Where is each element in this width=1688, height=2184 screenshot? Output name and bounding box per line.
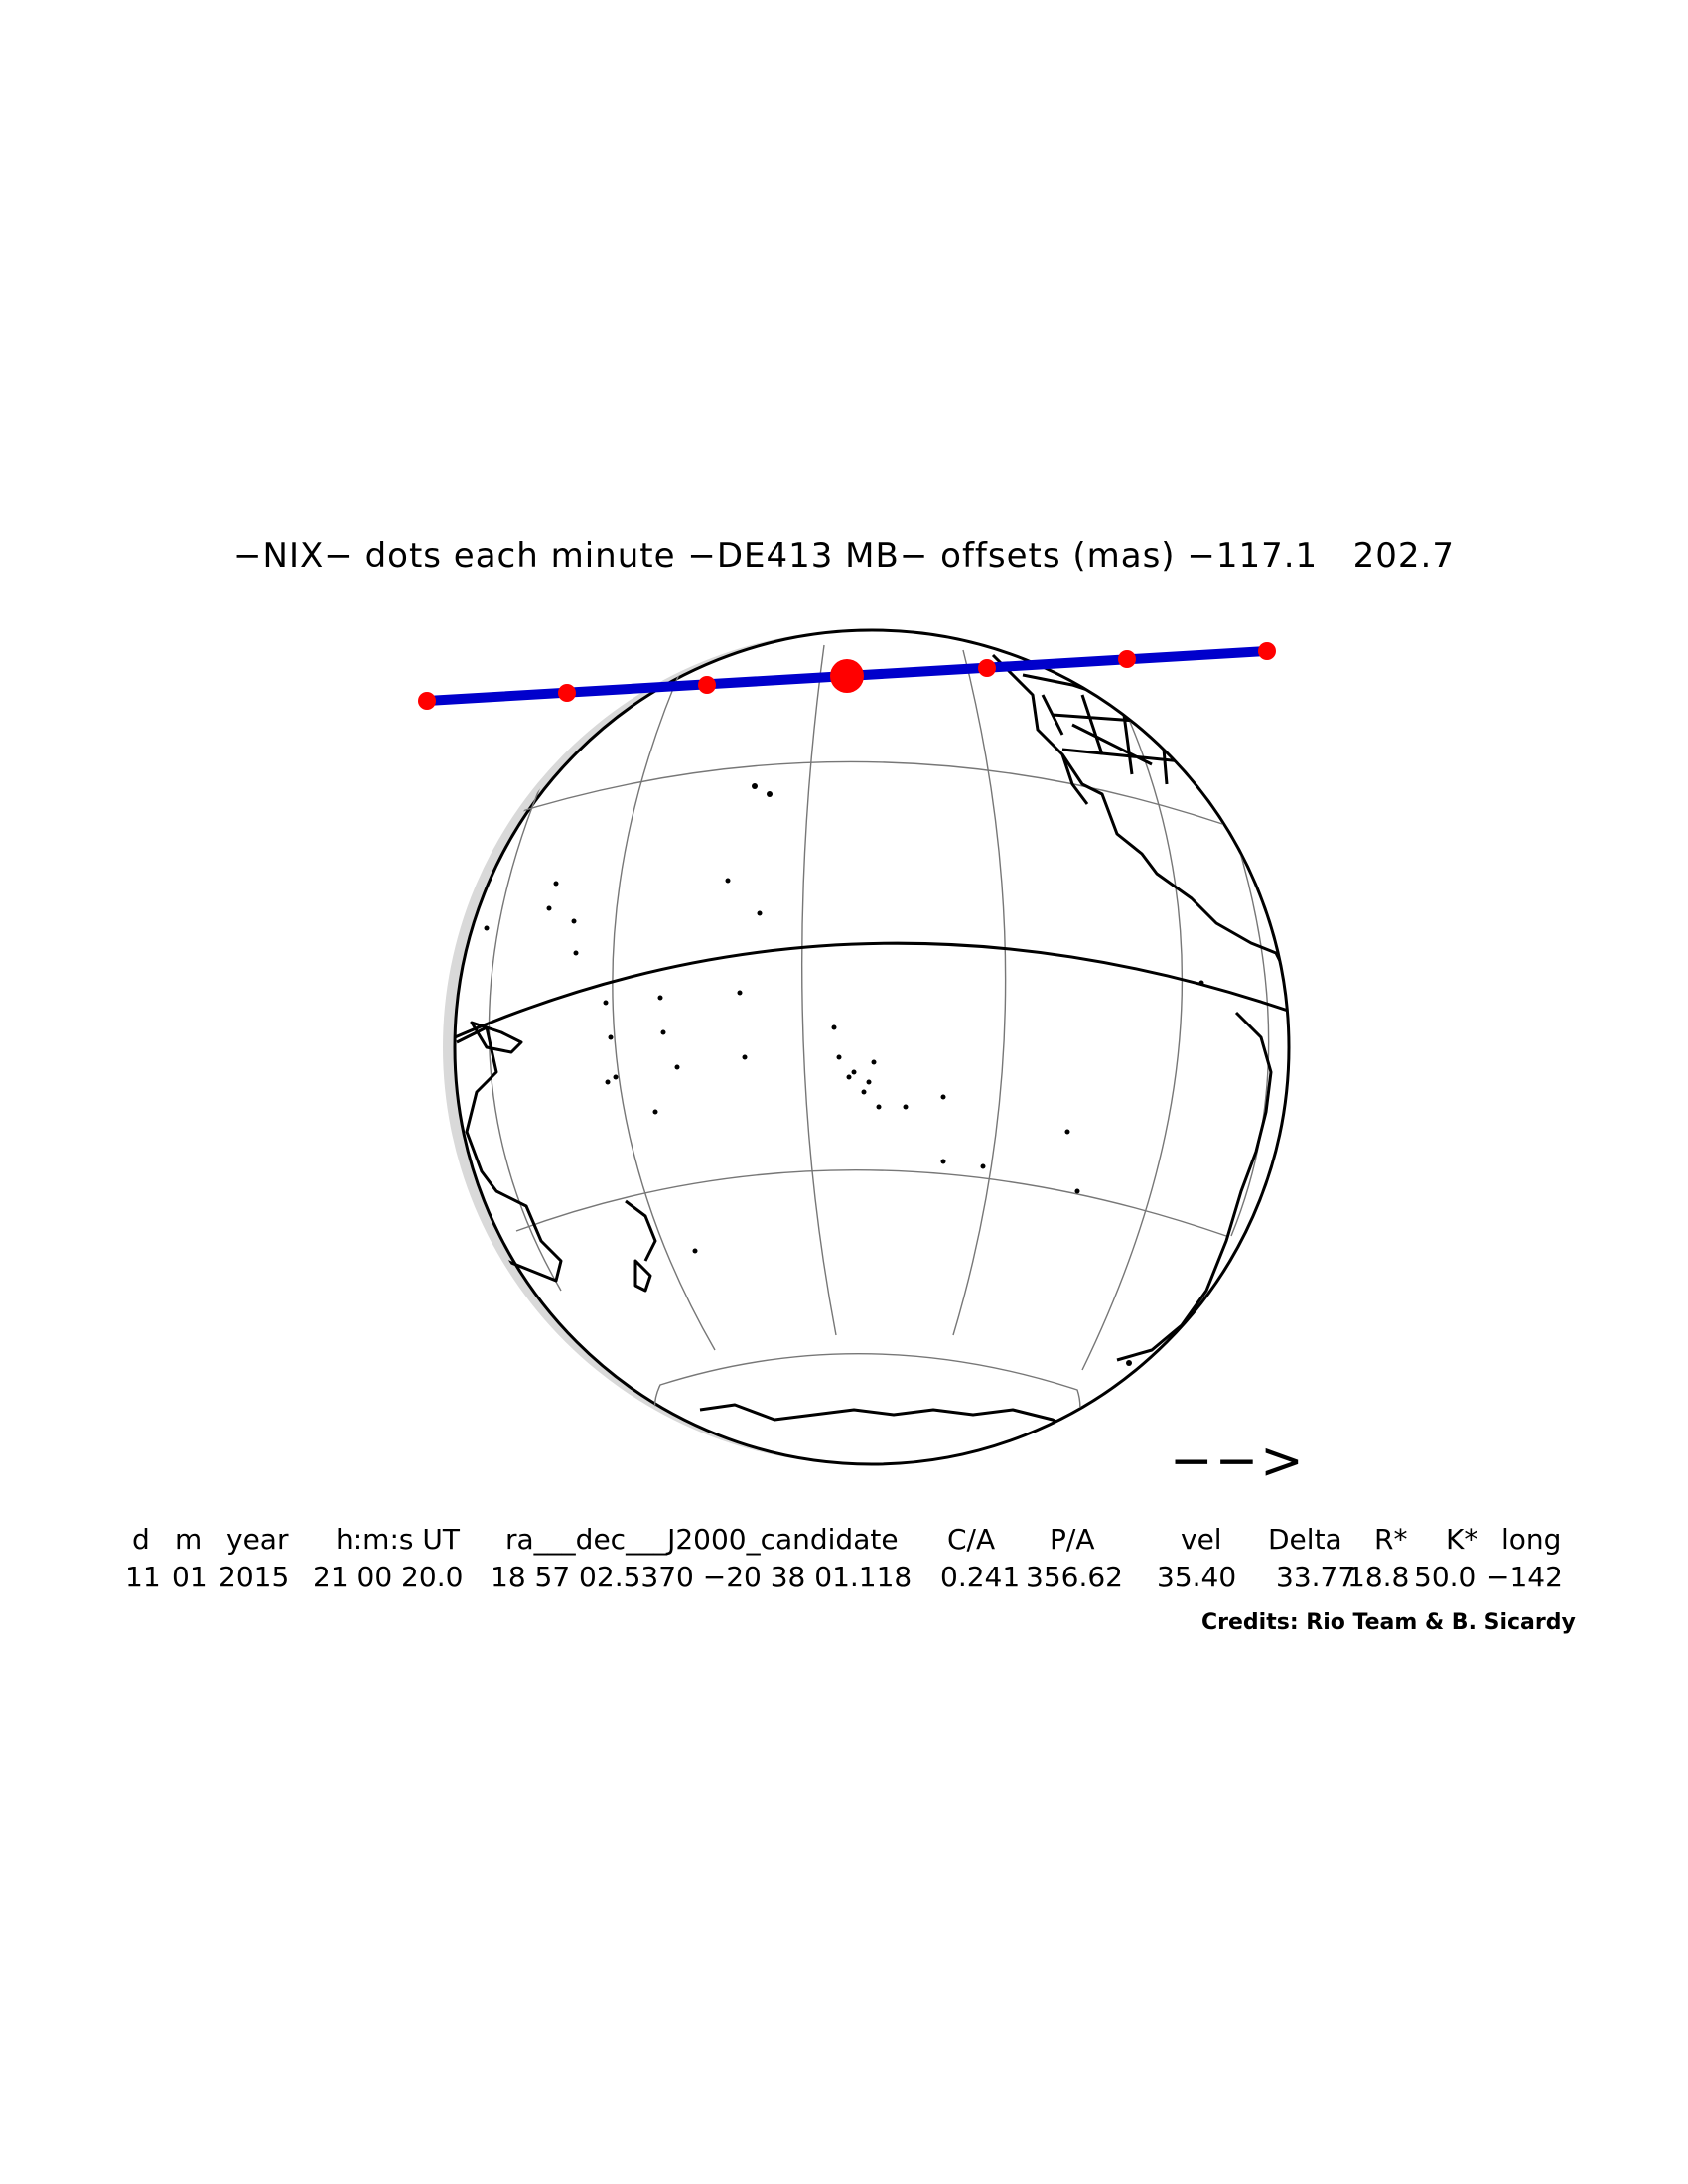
meridian-3 — [952, 649, 1007, 1336]
value-day: 11 — [125, 1561, 161, 1593]
value-vel: 35.40 — [1157, 1561, 1237, 1593]
parallel-north — [481, 760, 1252, 835]
minute-dot — [978, 659, 996, 677]
minute-dot — [1118, 650, 1136, 668]
island — [940, 1159, 946, 1164]
island — [613, 1074, 619, 1080]
pacific-islands — [484, 783, 1204, 1366]
value-long: −142 — [1486, 1561, 1563, 1593]
island — [484, 925, 490, 931]
island — [608, 1034, 614, 1040]
south-america-coast — [1116, 1011, 1288, 1362]
direction-arrow: −−> — [1170, 1432, 1306, 1491]
island — [1074, 1188, 1080, 1194]
value-ca: 0.241 — [940, 1561, 1021, 1593]
globe-disc — [453, 628, 1291, 1466]
value-k-star: 50.0 — [1414, 1561, 1477, 1593]
minute-dot — [1258, 642, 1276, 660]
island — [836, 1054, 842, 1060]
island — [657, 995, 663, 1001]
island — [980, 1163, 986, 1169]
island — [831, 1024, 837, 1030]
value-delta: 33.77 — [1276, 1561, 1356, 1593]
island — [660, 1029, 666, 1035]
island — [1064, 1129, 1070, 1135]
value-r-star: 18.8 — [1347, 1561, 1410, 1593]
island — [767, 791, 773, 797]
island — [846, 1074, 852, 1080]
minute-dot — [418, 692, 436, 710]
island — [871, 1059, 877, 1065]
globe — [443, 628, 1291, 1466]
chart-title: −NIX− dots each minute −DE413 MB− offset… — [233, 536, 1455, 576]
credits: Credits: Rio Team & B. Sicardy — [1201, 1610, 1576, 1635]
value-pa: 356.62 — [1026, 1561, 1123, 1593]
island — [861, 1089, 867, 1095]
header-time: h:m:s UT — [336, 1523, 460, 1556]
header-year: year — [226, 1523, 289, 1556]
graticule — [481, 644, 1270, 1464]
island — [757, 910, 763, 916]
island — [573, 950, 579, 956]
header-ca: C/A — [947, 1523, 996, 1556]
minute-dot — [698, 676, 716, 694]
header-day: d — [132, 1523, 150, 1556]
header-long: long — [1501, 1523, 1562, 1556]
island — [742, 1054, 748, 1060]
header-coordinates: ra___dec___J2000_candidate — [505, 1523, 899, 1556]
island — [571, 918, 577, 924]
meridian-2 — [800, 644, 837, 1336]
new-guinea — [470, 1021, 523, 1054]
baja-california — [1060, 753, 1089, 805]
island — [603, 1000, 609, 1006]
island — [692, 1248, 698, 1254]
header-month: m — [175, 1523, 203, 1556]
island — [1126, 1360, 1132, 1366]
value-year: 2015 — [218, 1561, 290, 1593]
minute-dot — [558, 684, 576, 702]
island — [940, 1094, 946, 1100]
header-k-star: K* — [1446, 1523, 1478, 1556]
north-america-coast — [991, 653, 1288, 984]
island — [866, 1079, 872, 1085]
island — [725, 878, 731, 884]
equator — [454, 941, 1288, 1039]
new-zealand-south — [633, 1259, 652, 1293]
island — [605, 1079, 611, 1085]
value-time: 21 00 20.0 — [313, 1561, 464, 1593]
new-zealand-north — [625, 1199, 657, 1262]
header-delta: Delta — [1268, 1523, 1342, 1556]
occultation-track-group — [418, 642, 1276, 710]
meridian-5 — [1220, 793, 1270, 1237]
meridian-4 — [1081, 714, 1184, 1371]
island — [851, 1069, 857, 1075]
value-coordinates: 18 57 02.5370 −20 38 01.118 — [491, 1561, 913, 1593]
island — [752, 783, 758, 789]
island — [674, 1064, 680, 1070]
island — [1198, 980, 1204, 986]
island — [652, 1109, 658, 1115]
value-month: 01 — [172, 1561, 208, 1593]
header-vel: vel — [1181, 1523, 1222, 1556]
island — [876, 1104, 882, 1110]
island — [903, 1104, 909, 1110]
header-pa: P/A — [1050, 1523, 1095, 1556]
parallel-south-30 — [515, 1169, 1227, 1237]
closest-approach-dot — [830, 659, 864, 693]
island — [553, 881, 559, 887]
header-r-star: R* — [1374, 1523, 1408, 1556]
island — [737, 990, 743, 996]
island — [546, 905, 552, 911]
meridian-1 — [612, 659, 716, 1351]
